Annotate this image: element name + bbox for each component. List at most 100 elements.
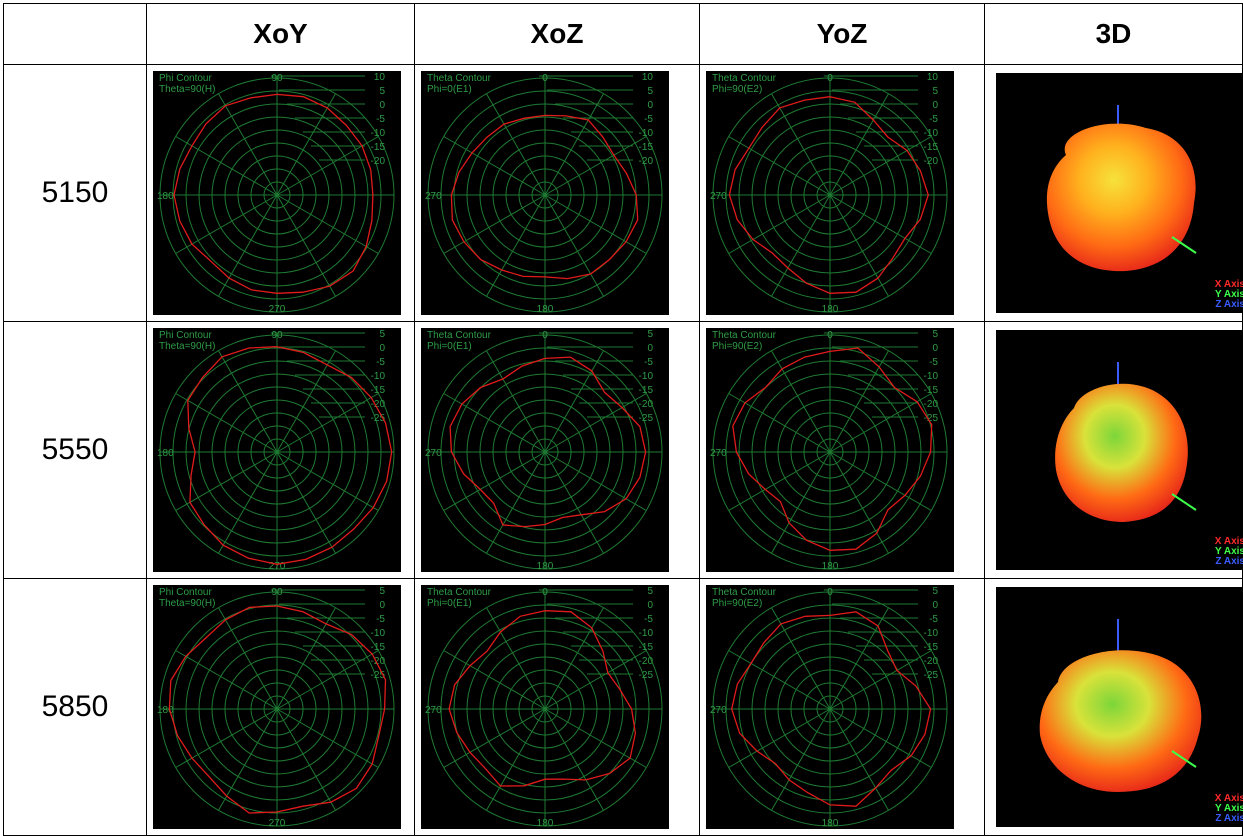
left-angle-label: 270 [425,705,442,716]
frequency-label: 5150 [3,64,147,322]
radiation-pattern-trace [448,610,637,787]
scale-tick-label: -5 [929,614,938,625]
grid-spoke [728,708,831,768]
bottom-angle-label: 180 [537,561,554,572]
z-axis-legend: Z Axis [1215,299,1243,310]
y-axis-line [1171,236,1197,254]
grid-spoke [486,194,546,297]
grid-spoke [218,350,278,453]
grid-spoke [276,708,336,811]
scale-tick-label: -5 [376,114,385,125]
3d-pattern-view: X Axis Y Axis Z Axis [996,330,1243,570]
scale-tick-label: -5 [376,614,385,625]
top-angle-label: 0 [542,73,548,84]
grid-spoke [728,393,831,453]
grid-spoke [276,350,336,453]
contour-subtitle: Theta=90(H) [159,84,215,95]
scale-tick-label: -25 [924,670,939,681]
grid-spoke [829,607,889,710]
grid-spoke [443,194,546,254]
scale-tick-label: 0 [932,343,938,354]
scale-tick-label: 0 [647,100,653,111]
contour-title: Phi Contour [159,587,212,598]
contour-subtitle: Phi=0(E1) [427,84,472,95]
xoy-cell: 5 0 -5 -10 -15 -20 -25 Phi Contour Theta=90(H) 90… [146,321,415,579]
scale-tick-label: -10 [924,128,939,139]
grid-spoke [175,194,278,254]
grid-spoke [443,393,546,453]
contour-subtitle: Phi=90(E2) [712,598,762,609]
scale-tick-label: -10 [371,628,386,639]
scale-tick-label: -25 [371,670,386,681]
radiation-pattern-trace [168,605,387,814]
header-xoy: XoY [146,3,415,65]
polar-plot-xoy: 5 0 -5 -10 -15 -20 -25 Phi Contour Theta=90(H) 90… [153,328,401,572]
bottom-angle-label: 180 [822,818,839,829]
scale-tick-label: -15 [371,142,386,153]
grid-spoke [486,93,546,196]
y-axis-line [1171,750,1197,768]
3d-pattern-view: X Axis Y Axis Z Axis [996,587,1243,827]
table-row: 5850 5 0 -5 -10 -15 -20 -25 Phi Contour Theta=90… [3,578,1243,836]
left-angle-label: 180 [157,448,174,459]
header-row: XoY XoZ YoZ 3D [3,3,1243,65]
grid-spoke [728,194,831,254]
y-axis-legend: Y Axis [1215,546,1243,557]
scale-tick-label: -15 [924,642,939,653]
grid-spoke [728,136,831,196]
scale-tick-label: -10 [639,371,654,382]
scale-tick-label: -25 [371,413,386,424]
corner-header [3,3,147,65]
scale-tick-label: -25 [639,670,654,681]
scale-tick-label: -15 [371,642,386,653]
xoy-cell: 5 0 -5 -10 -15 -20 -25 Phi Contour Theta=90(H) 90… [146,578,415,836]
scale-tick-label: -5 [644,614,653,625]
grid-spoke [218,93,278,196]
yoz-cell: 10 5 0 -5 -10 -15 -20 Theta Contour Phi=90(E2) 0 2… [699,64,985,322]
top-angle-label: 0 [542,587,548,598]
grid-spoke [544,607,604,710]
grid-spoke [276,451,379,511]
scale-tick-label: -10 [371,371,386,382]
y-axis-line [1171,493,1197,511]
grid-spoke [544,451,604,554]
scale-tick-label: 5 [932,586,938,597]
grid-spoke [771,607,831,710]
grid-spoke [544,451,647,511]
contour-subtitle: Phi=0(E1) [427,598,472,609]
radiation-pattern-trace [731,611,932,807]
left-angle-label: 270 [710,191,727,202]
contour-title: Phi Contour [159,73,212,84]
grid-spoke [276,194,379,254]
grid-spoke [771,708,831,811]
grid-spoke [276,451,336,554]
grid-spoke [544,708,647,768]
scale-tick-label: -10 [924,371,939,382]
grid-spoke [771,93,831,196]
scale-tick-label: 10 [927,72,939,83]
left-angle-label: 270 [425,448,442,459]
z-axis-legend: Z Axis [1215,556,1243,567]
grid-spoke [544,194,604,297]
3d-cell: X Axis Y Axis Z Axis [984,64,1243,322]
bottom-angle-label: 180 [822,304,839,315]
grid-spoke [276,708,379,768]
grid-spoke [175,650,278,710]
grid-spoke [829,451,932,511]
radiation-pattern-trace [728,96,929,294]
polar-plot-xoy: 5 0 -5 -10 -15 -20 -25 Phi Contour Theta=90(H) 90… [153,585,401,829]
top-angle-label: 0 [827,587,833,598]
frequency-label: 5550 [3,321,147,579]
scale-tick-label: -5 [929,357,938,368]
xoz-cell: 5 0 -5 -10 -15 -20 -25 Theta Contour Phi=0(E1) 0 2… [414,578,700,836]
polar-plot-xoy: 10 5 0 -5 -10 -15 -20 Phi Contour Theta=90(H) 90 1… [153,71,401,315]
grid-spoke [829,708,889,811]
scale-tick-label: -10 [639,628,654,639]
scale-tick-label: -20 [371,399,386,410]
contour-subtitle: Theta=90(H) [159,341,215,352]
grid-spoke [175,393,278,453]
scale-tick-label: -20 [924,656,939,667]
